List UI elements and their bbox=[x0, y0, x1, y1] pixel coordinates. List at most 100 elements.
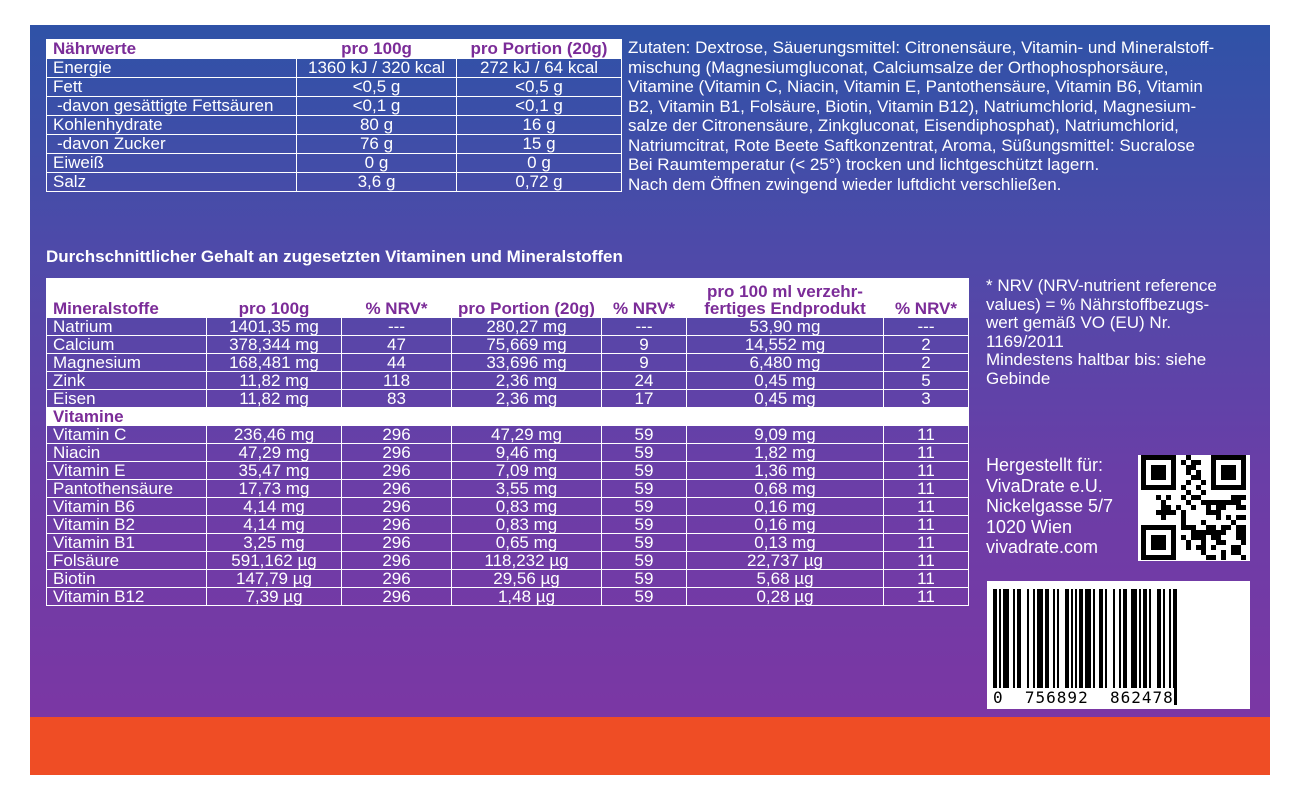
header-per100ml-line2: fertiges Endprodukt bbox=[704, 299, 866, 318]
nutrient-nrv-per100ml: 11 bbox=[883, 569, 969, 588]
nutrient-per100ml: 1,82 mg bbox=[686, 443, 884, 462]
nutrient-nrv-per100: 296 bbox=[341, 533, 452, 552]
table-row: Niacin 47,29 mg 296 9,46 mg 59 1,82 mg 11 bbox=[46, 443, 969, 462]
header-nrv1: % NRV* bbox=[341, 278, 452, 318]
nutrient-nrv-per100: 296 bbox=[341, 425, 452, 444]
nutrient-portion: 0,65 mg bbox=[451, 533, 602, 552]
nutrient-per100: 11,82 mg bbox=[206, 389, 342, 408]
nutrient-nrv-per100ml: 11 bbox=[883, 533, 969, 552]
nutrient-nrv-per100ml: 11 bbox=[883, 587, 969, 606]
nutrient-portion: 3,55 mg bbox=[451, 479, 602, 498]
nutrient-per100: 7,39 µg bbox=[206, 587, 342, 606]
table-row: Natrium 1401,35 mg --- 280,27 mg --- 53,90 mg… bbox=[46, 317, 969, 336]
nutrient-portion: 280,27 mg bbox=[451, 317, 602, 336]
nutrient-nrv-per100: 83 bbox=[341, 389, 452, 408]
nutrient-nrv-portion: 9 bbox=[601, 353, 687, 372]
nutrient-portion: 118,232 µg bbox=[451, 551, 602, 570]
nutrient-name: Vitamin B12 bbox=[46, 587, 207, 606]
nutrient-nrv-per100: 296 bbox=[341, 497, 452, 516]
nutrient-per100: 17,73 mg bbox=[206, 479, 342, 498]
barcode-digits: 0 756892 862478 bbox=[993, 688, 1174, 707]
nutrient-name: -davon Zucker bbox=[46, 134, 297, 154]
nrv-footnote: * NRV (NRV-nutrient reference values) = %… bbox=[986, 276, 1246, 388]
nutrient-name: Energie bbox=[46, 58, 297, 78]
vitamins-section-title: Durchschnittlicher Gehalt an zugesetzten… bbox=[46, 247, 623, 266]
header-portion: pro Portion (20g) bbox=[451, 278, 602, 318]
nutrient-per100ml: 0,28 µg bbox=[686, 587, 884, 606]
nrv-note-line: values) = % Nährstoffbezugs- bbox=[986, 294, 1210, 314]
nutrient-nrv-portion: 59 bbox=[601, 515, 687, 534]
nutrient-nrv-per100ml: 11 bbox=[883, 443, 969, 462]
header-mineralstoffe: Mineralstoffe bbox=[46, 278, 207, 318]
nutrient-name: Niacin bbox=[46, 443, 207, 462]
nutrient-nrv-portion: 59 bbox=[601, 533, 687, 552]
manufacturer-info: Hergestellt für: VivaDrate e.U. Nickelgass… bbox=[986, 455, 1113, 558]
nutrient-nrv-portion: 59 bbox=[601, 461, 687, 480]
nutrition-header-portion: pro Portion (20g) bbox=[456, 39, 622, 59]
nutrient-per100ml: 1,36 mg bbox=[686, 461, 884, 480]
nrv-note-line: wert gemäß VO (EU) Nr. bbox=[986, 313, 1172, 332]
nutrient-nrv-portion: 59 bbox=[601, 551, 687, 570]
nutrient-portion: 29,56 µg bbox=[451, 569, 602, 588]
nutrient-nrv-per100ml: 11 bbox=[883, 551, 969, 570]
nutrient-nrv-portion: 59 bbox=[601, 425, 687, 444]
nutrient-nrv-portion: 59 bbox=[601, 569, 687, 588]
table-row: Energie 1360 kJ / 320 kcal 272 kJ / 64 kca… bbox=[46, 58, 622, 78]
nutrient-name: Calcium bbox=[46, 335, 207, 354]
vitamins-header-row: Mineralstoffe pro 100g% NRV* pro Portion (… bbox=[46, 278, 969, 318]
nutrient-per100: 1360 kJ / 320 kcal bbox=[296, 58, 457, 78]
nrv-note-line: Gebinde bbox=[986, 368, 1051, 388]
nutrient-per100: 3,6 g bbox=[296, 172, 457, 192]
nrv-note-line: 1169/2011 bbox=[986, 331, 1064, 351]
nutrient-nrv-per100: 296 bbox=[341, 551, 452, 570]
nutrient-nrv-per100ml: --- bbox=[883, 317, 969, 336]
table-row: Salz 3,6 g 0,72 g bbox=[46, 172, 622, 192]
table-row: Magnesium 168,481 mg 44 33,696 mg 9 6,480 mg 2 bbox=[46, 353, 969, 372]
nutrition-header-row: Nährwerte pro 100g pro Portion (20g) bbox=[46, 39, 622, 59]
nutrient-per100: 76 g bbox=[296, 134, 457, 154]
manufacturer-line: vivadrate.com bbox=[986, 537, 1099, 557]
nutrient-per100: 11,82 mg bbox=[206, 371, 342, 390]
nutrient-nrv-per100ml: 11 bbox=[883, 425, 969, 444]
table-row: Vitamin C 236,46 mg 296 47,29 mg 59 9,09 mg 11 bbox=[46, 425, 969, 444]
header-per100: pro 100g bbox=[206, 278, 342, 318]
nutrient-portion: 1,48 µg bbox=[451, 587, 602, 606]
ingredients-line: Nach dem Öffnen zwingend wieder luftdich… bbox=[628, 174, 1062, 194]
nutrient-nrv-per100: 296 bbox=[341, 443, 452, 462]
nutrient-nrv-per100: 47 bbox=[341, 335, 452, 354]
nutrient-name: Vitamin B6 bbox=[46, 497, 207, 516]
ingredients-line: Zutaten: Dextrose, Säuerungsmittel: Citr… bbox=[628, 38, 1215, 57]
ingredients-line: salze der Citronensäure, Zinkgluconat, E… bbox=[628, 116, 1179, 135]
table-row: Biotin 147,79 µg 296 29,56 µg 59 5,68 µg 11 bbox=[46, 569, 969, 588]
nutrient-portion: 7,09 mg bbox=[451, 461, 602, 480]
nutrient-nrv-portion: 24 bbox=[601, 371, 687, 390]
nutrient-portion: 0 g bbox=[456, 153, 622, 173]
vitamins-table: Mineralstoffe pro 100g% NRV* pro Portion (… bbox=[46, 278, 969, 606]
header-nrv2: % NRV* bbox=[601, 278, 687, 318]
nutrient-per100: 147,79 µg bbox=[206, 569, 342, 588]
nutrient-name: Pantothensäure bbox=[46, 479, 207, 498]
manufacturer-line: Hergestellt für: bbox=[986, 455, 1104, 475]
table-row: Vitamin B6 4,14 mg 296 0,83 mg 59 0,16 mg 11 bbox=[46, 497, 969, 516]
qr-code-icon bbox=[1138, 455, 1250, 561]
nutrition-header-per100: pro 100g bbox=[296, 39, 457, 59]
nutrient-nrv-per100: --- bbox=[341, 317, 452, 336]
nutrient-per100: 47,29 mg bbox=[206, 443, 342, 462]
nutrient-nrv-per100ml: 3 bbox=[883, 389, 969, 408]
table-row: Eisen 11,82 mg 83 2,36 mg 17 0,45 mg 3 bbox=[46, 389, 969, 408]
nutrient-nrv-per100ml: 11 bbox=[883, 479, 969, 498]
nutrient-per100: 236,46 mg bbox=[206, 425, 342, 444]
nutrient-nrv-portion: 17 bbox=[601, 389, 687, 408]
nutrient-nrv-portion: 59 bbox=[601, 443, 687, 462]
nutrient-nrv-portion: 59 bbox=[601, 587, 687, 606]
nutrient-name: Magnesium bbox=[46, 353, 207, 372]
nutrient-name: Vitamin E bbox=[46, 461, 207, 480]
table-row: -davon gesättigte Fettsäuren <0,1 g <0,1 g bbox=[46, 96, 622, 116]
nutrient-nrv-per100: 296 bbox=[341, 479, 452, 498]
nutrient-portion: 47,29 mg bbox=[451, 425, 602, 444]
nutrient-per100: 1401,35 mg bbox=[206, 317, 342, 336]
nutrient-per100: 378,344 mg bbox=[206, 335, 342, 354]
ingredients-line: Natriumcitrat, Rote Beete Saftkonzentrat… bbox=[628, 135, 1195, 155]
nutrient-per100ml: 0,16 mg bbox=[686, 515, 884, 534]
nutrient-per100: <0,1 g bbox=[296, 96, 457, 116]
